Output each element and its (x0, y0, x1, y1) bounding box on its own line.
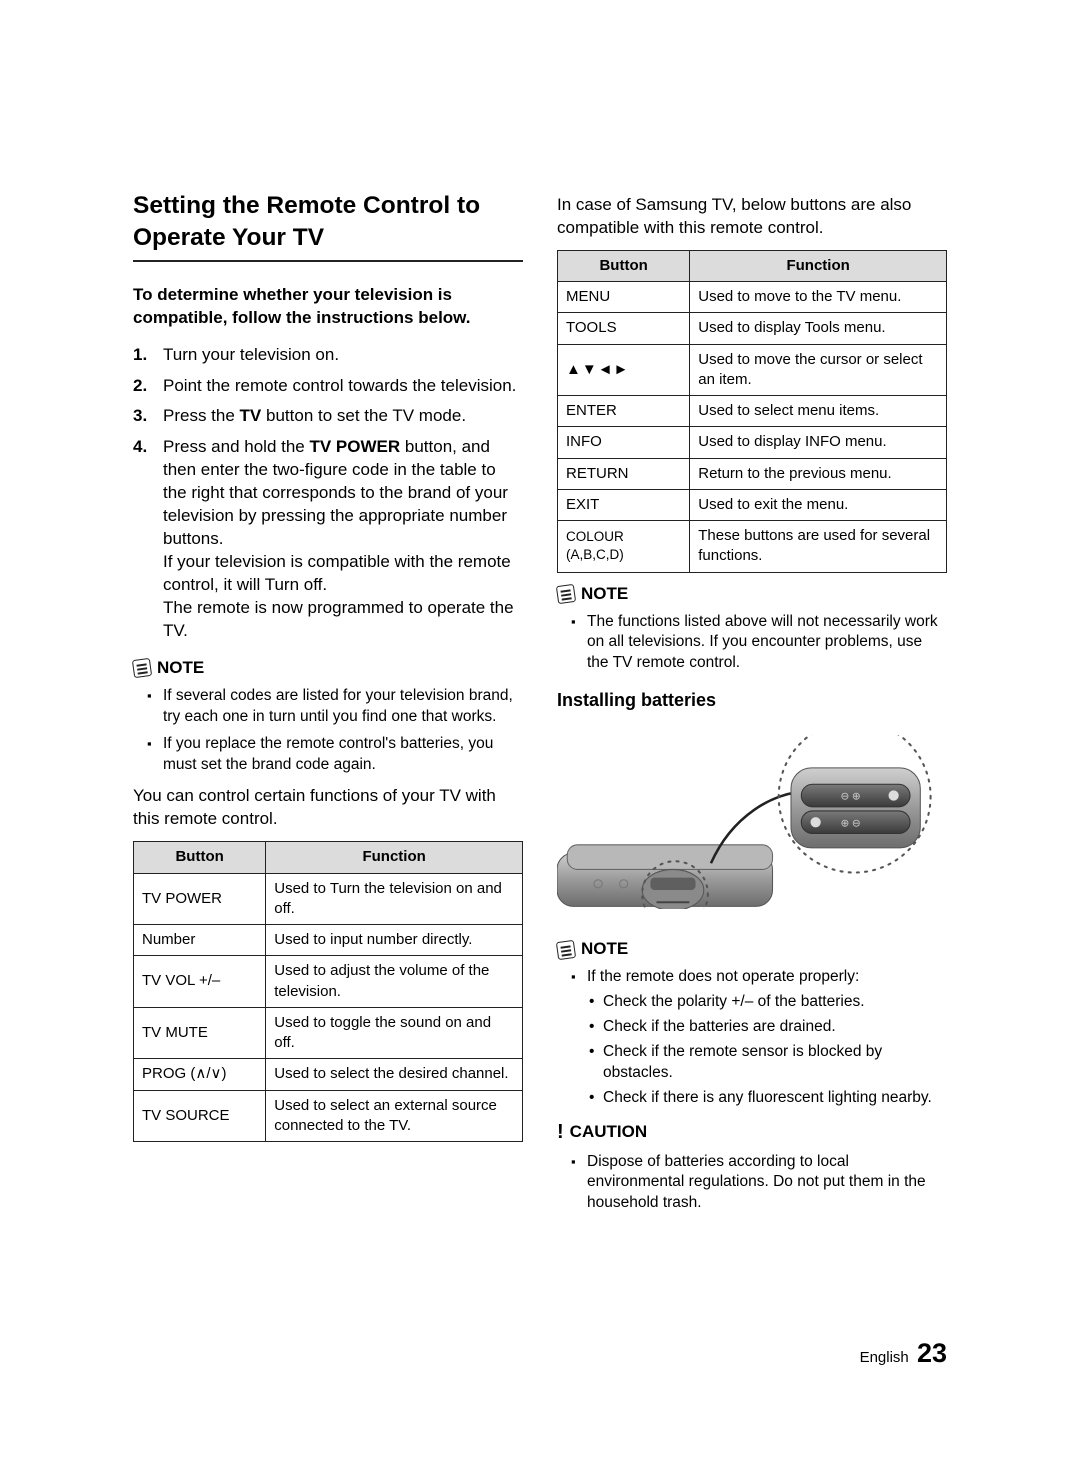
table-row: INFOUsed to display INFO menu. (558, 427, 947, 458)
step-text: Press and hold the TV POWER button, and … (163, 437, 508, 548)
note-heading: NOTE (133, 657, 523, 680)
table-row: MENUUsed to move to the TV menu. (558, 282, 947, 313)
note-item: The functions listed above will not nece… (587, 612, 947, 675)
page-footer: English 23 (860, 1338, 947, 1369)
table-row: ▲▼◄►Used to move the cursor or select an… (558, 344, 947, 396)
table-row: ENTERUsed to select menu items. (558, 396, 947, 427)
note-label: NOTE (581, 938, 628, 961)
note-list: If several codes are listed for your tel… (133, 686, 523, 776)
step-3: 3. Press the TV button to set the TV mod… (133, 405, 523, 428)
table-row: TV VOL +/–Used to adjust the volume of t… (134, 956, 523, 1008)
check-item: Check the polarity +/– of the batteries. (603, 992, 947, 1013)
note-icon (132, 658, 152, 678)
button-table-2: Button Function MENUUsed to move to the … (557, 250, 947, 573)
step-1: 1. Turn your television on. (133, 344, 523, 367)
step-4: 4. Press and hold the TV POWER button, a… (133, 436, 523, 642)
intro-text: To determine whether your television is … (133, 284, 523, 330)
samsung-intro: In case of Samsung TV, below buttons are… (557, 194, 947, 240)
step-4-line2: If your television is compatible with th… (163, 551, 523, 597)
caution-item: Dispose of batteries according to local … (587, 1152, 947, 1215)
table-row: COLOUR (A,B,C,D)These buttons are used f… (558, 521, 947, 573)
table-row: PROG (∧/∨)Used to select the desired cha… (134, 1059, 523, 1090)
step-4-line3: The remote is now programmed to operate … (163, 597, 523, 643)
svg-text:⊕ ⊖: ⊕ ⊖ (841, 818, 861, 829)
installing-batteries-head: Installing batteries (557, 688, 947, 712)
check-item: Check if the remote sensor is blocked by… (603, 1042, 947, 1084)
check-item: Check if the batteries are drained. (603, 1017, 947, 1038)
left-column: Setting the Remote Control to Operate Yo… (133, 190, 523, 1224)
caution-label: CAUTION (570, 1121, 647, 1144)
step-num: 4. (133, 436, 147, 459)
caution-heading: ! CAUTION (557, 1119, 947, 1146)
th-button: Button (558, 250, 690, 281)
note-label: NOTE (581, 583, 628, 606)
th-function: Function (266, 842, 523, 873)
note-item: If you replace the remote control's batt… (163, 734, 523, 776)
step-2: 2. Point the remote control towards the … (133, 375, 523, 398)
th-function: Function (690, 250, 947, 281)
note-heading: NOTE (557, 583, 947, 606)
table-row: EXITUsed to exit the menu. (558, 489, 947, 520)
caution-list: Dispose of batteries according to local … (557, 1152, 947, 1215)
battery-illustration: ⊖ ⊕ ⊕ ⊖ (557, 735, 947, 909)
table-row: TV MUTEUsed to toggle the sound on and o… (134, 1007, 523, 1059)
step-num: 2. (133, 375, 147, 398)
button-table-1: Button Function TV POWERUsed to Turn the… (133, 841, 523, 1142)
footer-page: 23 (917, 1338, 947, 1368)
caution-icon: ! (557, 1119, 564, 1146)
footer-lang: English (860, 1349, 909, 1366)
steps-list: 1. Turn your television on. 2. Point the… (133, 344, 523, 643)
step-text: Turn your television on. (163, 345, 339, 364)
table-row: TV SOURCEUsed to select an external sour… (134, 1090, 523, 1142)
step-text: Point the remote control towards the tel… (163, 376, 516, 395)
table-row: TV POWERUsed to Turn the television on a… (134, 873, 523, 925)
right-column: In case of Samsung TV, below buttons are… (557, 190, 947, 1224)
table-row: RETURNReturn to the previous menu. (558, 458, 947, 489)
step-num: 3. (133, 405, 147, 428)
step-text: Press the TV button to set the TV mode. (163, 406, 466, 425)
tv-control-intro: You can control certain functions of you… (133, 785, 523, 831)
step-num: 1. (133, 344, 147, 367)
svg-text:⊖ ⊕: ⊖ ⊕ (841, 791, 861, 802)
table-row: NumberUsed to input number directly. (134, 925, 523, 956)
note-item: If several codes are listed for your tel… (163, 686, 523, 728)
th-button: Button (134, 842, 266, 873)
check-item: Check if there is any fluorescent lighti… (603, 1088, 947, 1109)
title-rule (133, 260, 523, 262)
note-heading: NOTE (557, 938, 947, 961)
note-list: If the remote does not operate properly:… (557, 967, 947, 1109)
note-label: NOTE (157, 657, 204, 680)
note-item: If the remote does not operate properly:… (587, 967, 947, 1109)
note-list: The functions listed above will not nece… (557, 612, 947, 675)
section-title: Setting the Remote Control to Operate Yo… (133, 190, 523, 254)
note-icon (556, 584, 576, 604)
table-row: TOOLSUsed to display Tools menu. (558, 313, 947, 344)
note-icon (556, 939, 576, 959)
